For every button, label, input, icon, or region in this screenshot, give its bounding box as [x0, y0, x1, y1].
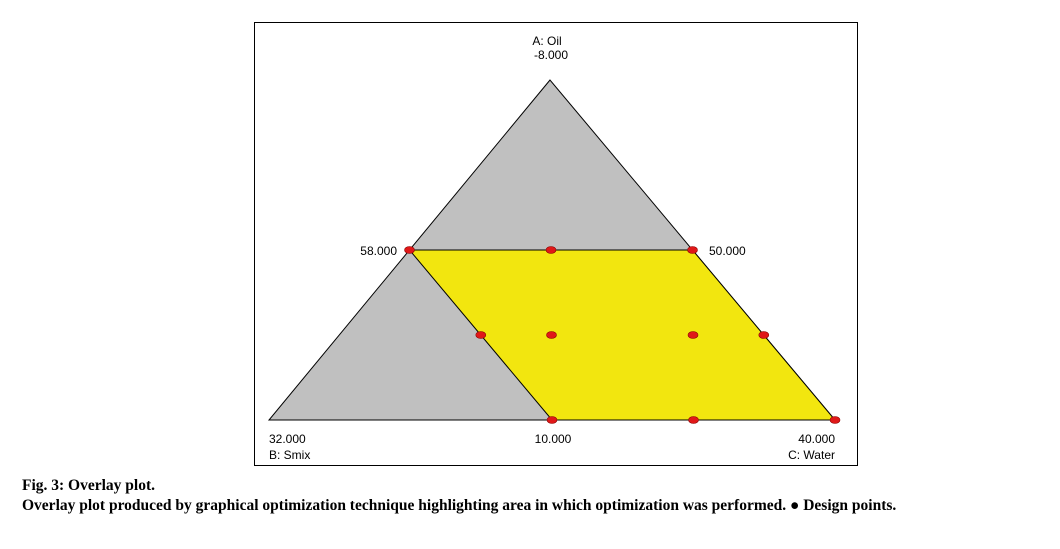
figure-caption: Fig. 3: Overlay plot. Overlay plot produ…: [22, 476, 1052, 516]
apex-b-value: 32.000: [269, 432, 306, 446]
apex-c-value: 40.000: [798, 432, 835, 446]
edge-left-mid-value: 58.000: [360, 244, 397, 258]
design-point: [758, 331, 770, 339]
ternary-plot: A: Oil -8.000 58.000 50.000 32.000 B: Sm…: [267, 34, 841, 462]
design-point: [687, 331, 699, 339]
caption-body: Overlay plot produced by graphical optim…: [22, 497, 897, 514]
edge-bottom-mid-value: 10.000: [535, 432, 572, 446]
design-point: [546, 416, 558, 424]
design-point: [475, 331, 487, 339]
apex-c-name: C: Water: [788, 448, 835, 462]
apex-a-value: -8.000: [534, 48, 568, 62]
apex-a-name: A: Oil: [532, 34, 561, 48]
design-point: [687, 246, 698, 254]
plot-frame: A: Oil -8.000 58.000 50.000 32.000 B: Sm…: [254, 22, 858, 466]
design-point: [404, 246, 415, 254]
design-points: [404, 246, 841, 424]
design-point: [688, 416, 699, 424]
apex-b-name: B: Smix: [269, 448, 310, 462]
edge-right-mid-value: 50.000: [709, 244, 746, 258]
design-point: [829, 416, 841, 424]
caption-title: Fig. 3: Overlay plot.: [22, 477, 156, 494]
design-point: [545, 246, 557, 254]
design-point: [546, 331, 557, 339]
